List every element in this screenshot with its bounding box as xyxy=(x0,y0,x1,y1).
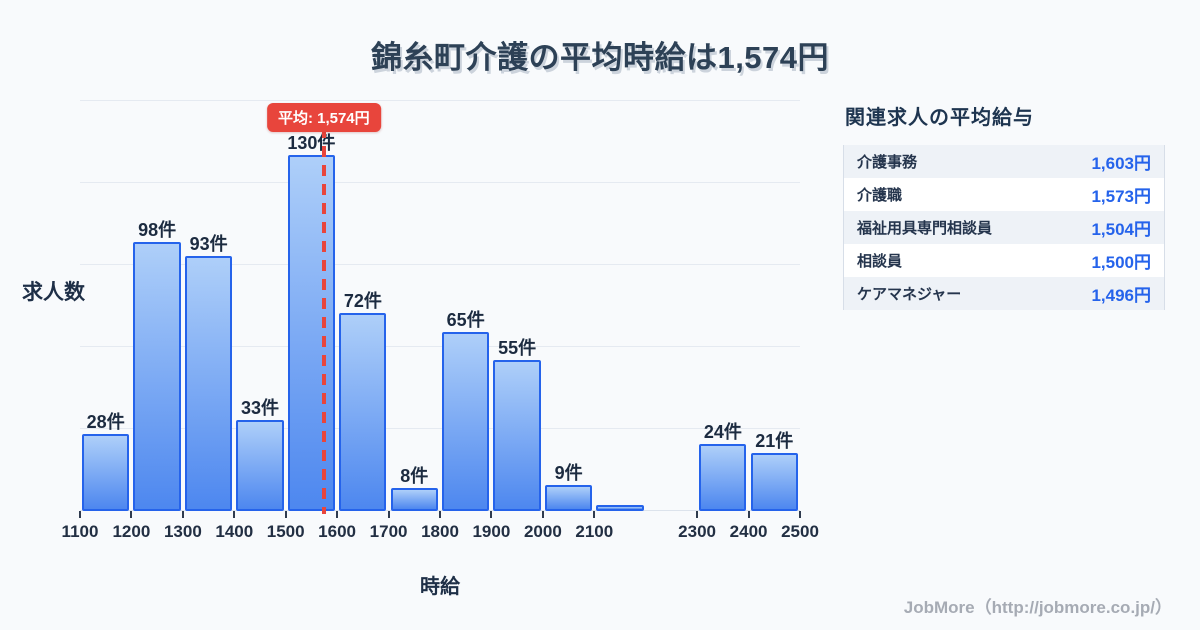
histogram-bar xyxy=(442,332,490,511)
histogram-bar xyxy=(596,504,644,511)
x-tick-label: 1900 xyxy=(472,522,511,541)
x-tick-mark xyxy=(336,511,339,518)
salary-row-value: 1,500円 xyxy=(1091,253,1151,272)
bar-value-label: 21件 xyxy=(755,430,794,451)
footer-credit: JobMore（http://jobmore.co.jp/） xyxy=(903,598,1172,617)
bar-value-label: 72件 xyxy=(343,291,382,312)
salary-row-name: 介護事務 xyxy=(857,154,918,171)
x-tick-mark xyxy=(593,511,596,518)
bar-value-label: 98件 xyxy=(138,220,177,241)
x-tick-mark xyxy=(181,511,184,518)
bar-value-label: 130件 xyxy=(287,132,336,153)
x-tick-mark xyxy=(541,511,544,518)
x-tick-label: 2000 xyxy=(523,522,562,541)
x-tick-mark xyxy=(490,511,493,518)
bar-value-label: 33件 xyxy=(240,397,280,418)
bar-value-label: 24件 xyxy=(703,422,742,443)
x-axis-label: 時給 xyxy=(420,576,460,598)
salary-row-name: ケアマネジャー xyxy=(857,286,962,303)
x-tick-label: 1600 xyxy=(318,522,357,541)
x-tick-label: 2500 xyxy=(781,522,819,541)
gridline xyxy=(80,182,800,183)
salary-row-value: 1,603円 xyxy=(1091,154,1151,173)
gridline xyxy=(80,428,800,429)
x-tick-mark xyxy=(439,511,441,518)
bar-value-label: 28件 xyxy=(86,411,125,432)
histogram-bar xyxy=(493,359,541,511)
x-tick-label: 1500 xyxy=(266,522,305,541)
x-tick-label: 1300 xyxy=(163,522,202,541)
x-tick-label: 1200 xyxy=(112,522,151,541)
salary-panel-title: 関連求人の平均給与 xyxy=(845,107,1034,129)
x-axis-line xyxy=(80,510,800,511)
histogram-bar xyxy=(699,444,747,511)
average-line xyxy=(321,127,326,514)
x-tick-mark xyxy=(747,511,750,518)
bar-value-label: 8件 xyxy=(400,466,429,487)
histogram-bar xyxy=(544,485,593,511)
x-tick-mark xyxy=(233,511,236,518)
bar-value-label: 55件 xyxy=(498,337,537,358)
average-badge: 平均: 1,574円 xyxy=(266,103,381,132)
page-title: 錦糸町介護の平均時給は1,574円 xyxy=(370,40,830,75)
gridline xyxy=(80,346,800,347)
salary-row-value: 1,496円 xyxy=(1091,286,1151,305)
x-tick-label: 2400 xyxy=(729,522,768,541)
salary-row: 福祉用具専門相談員 1,504円 xyxy=(844,211,1164,244)
salary-row: 相談員 1,500円 xyxy=(844,244,1164,277)
salary-row: 介護職 1,573円 xyxy=(844,178,1164,211)
salary-row-name: 相談員 xyxy=(857,253,903,270)
histogram-bar xyxy=(750,452,798,511)
salary-row-name: 福祉用具専門相談員 xyxy=(857,220,993,237)
salary-row: 介護事務 1,603円 xyxy=(844,145,1164,178)
bar-value-label: 9件 xyxy=(554,463,583,484)
x-tick-label: 2100 xyxy=(575,522,614,541)
gridline xyxy=(80,264,800,265)
x-tick-mark xyxy=(79,511,81,518)
histogram-bar xyxy=(287,154,336,511)
x-tick-mark xyxy=(130,511,133,518)
histogram-bar xyxy=(82,433,130,511)
histogram-bar xyxy=(390,488,438,511)
histogram-bar xyxy=(236,419,284,511)
bar-value-label: 65件 xyxy=(446,310,485,331)
x-tick-mark xyxy=(387,511,390,518)
x-tick-mark xyxy=(696,511,699,518)
histogram-bar xyxy=(184,255,233,511)
gridline xyxy=(80,100,800,101)
bar-value-label: 93件 xyxy=(189,233,228,254)
x-tick-label: 1100 xyxy=(61,522,99,541)
x-tick-mark xyxy=(284,511,287,518)
salary-row-value: 1,573円 xyxy=(1091,187,1151,206)
histogram-bar xyxy=(133,242,181,511)
x-tick-label: 1800 xyxy=(421,522,459,541)
salary-list: 介護事務 1,603円介護職 1,573円福祉用具専門相談員 1,504円相談員 1,5… xyxy=(843,145,1165,310)
salary-row: ケアマネジャー 1,496円 xyxy=(844,277,1164,310)
x-tick-label: 1700 xyxy=(369,522,408,541)
y-axis-label: 求人数 xyxy=(22,281,85,304)
x-tick-label: 1400 xyxy=(215,522,254,541)
salary-row-name: 介護職 xyxy=(857,187,903,204)
x-tick-mark xyxy=(799,511,801,518)
x-tick-label: 2300 xyxy=(678,522,717,541)
salary-row-value: 1,504円 xyxy=(1091,220,1151,239)
histogram-bar xyxy=(339,313,387,511)
